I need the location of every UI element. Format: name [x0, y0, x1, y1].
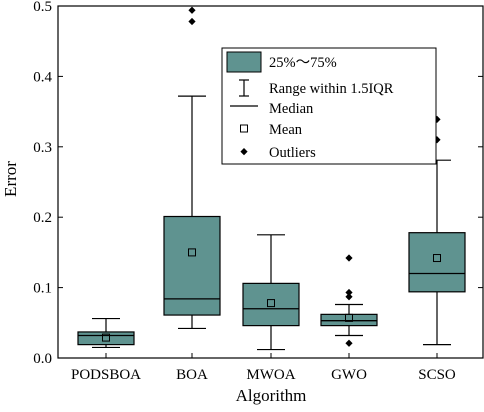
iqr-box — [163, 215, 221, 316]
box-group-podsboa — [77, 317, 135, 349]
legend-mean-swatch — [240, 124, 248, 133]
x-tick-label: GWO — [331, 367, 367, 383]
y-tick-label: 0.2 — [33, 210, 52, 226]
outlier-point — [188, 6, 196, 14]
legend-label-box: 25%～75% — [269, 55, 337, 71]
mean-marker — [433, 254, 441, 263]
legend-outlier-swatch — [240, 148, 248, 156]
x-tick-label: PODSBOA — [71, 367, 141, 383]
y-tick-label: 0.3 — [33, 140, 52, 156]
legend-label-median: Median — [269, 101, 314, 117]
box-group-gwo — [320, 254, 378, 347]
legend-label-mean: Mean — [269, 122, 303, 138]
mean-marker — [188, 248, 196, 257]
mean-marker — [345, 313, 353, 322]
outlier-point — [345, 288, 353, 297]
x-tick-label: SCSO — [418, 367, 456, 383]
plot-layer — [77, 6, 466, 351]
legend-box-swatch — [226, 51, 262, 73]
x-axis-title: Algorithm — [236, 386, 307, 405]
y-tick-label: 0.0 — [33, 351, 52, 367]
outlier-point — [345, 254, 353, 262]
y-tick-label: 0.4 — [33, 69, 52, 85]
iqr-box — [320, 313, 378, 327]
outlier-point — [188, 17, 196, 26]
iqr-box — [408, 232, 466, 293]
legend: 25%～75% Range within 1.5IQR Median Mean Outl… — [221, 47, 437, 165]
mean-marker — [102, 333, 110, 342]
outlier-point — [345, 293, 353, 301]
legend-label-whisker: Range within 1.5IQR — [269, 81, 394, 97]
mean-marker — [267, 299, 275, 308]
x-tick-label: MWOA — [246, 367, 295, 383]
iqr-box — [242, 282, 300, 327]
legend-label-outliers: Outliers — [269, 145, 316, 161]
y-tick-label: 0.1 — [33, 281, 52, 297]
x-tick-label: BOA — [176, 367, 208, 383]
box-group-boa — [163, 6, 221, 330]
axis-layer: 0.0 0.1 0.2 0.3 0.4 0.5 PODSBOA BOA MWOA GWO SCSO — [33, 0, 484, 383]
box-group-mwoa — [242, 234, 300, 351]
outlier-point — [345, 339, 353, 347]
y-tick-label: 0.5 — [33, 0, 52, 15]
y-axis-title: Error — [1, 161, 20, 197]
